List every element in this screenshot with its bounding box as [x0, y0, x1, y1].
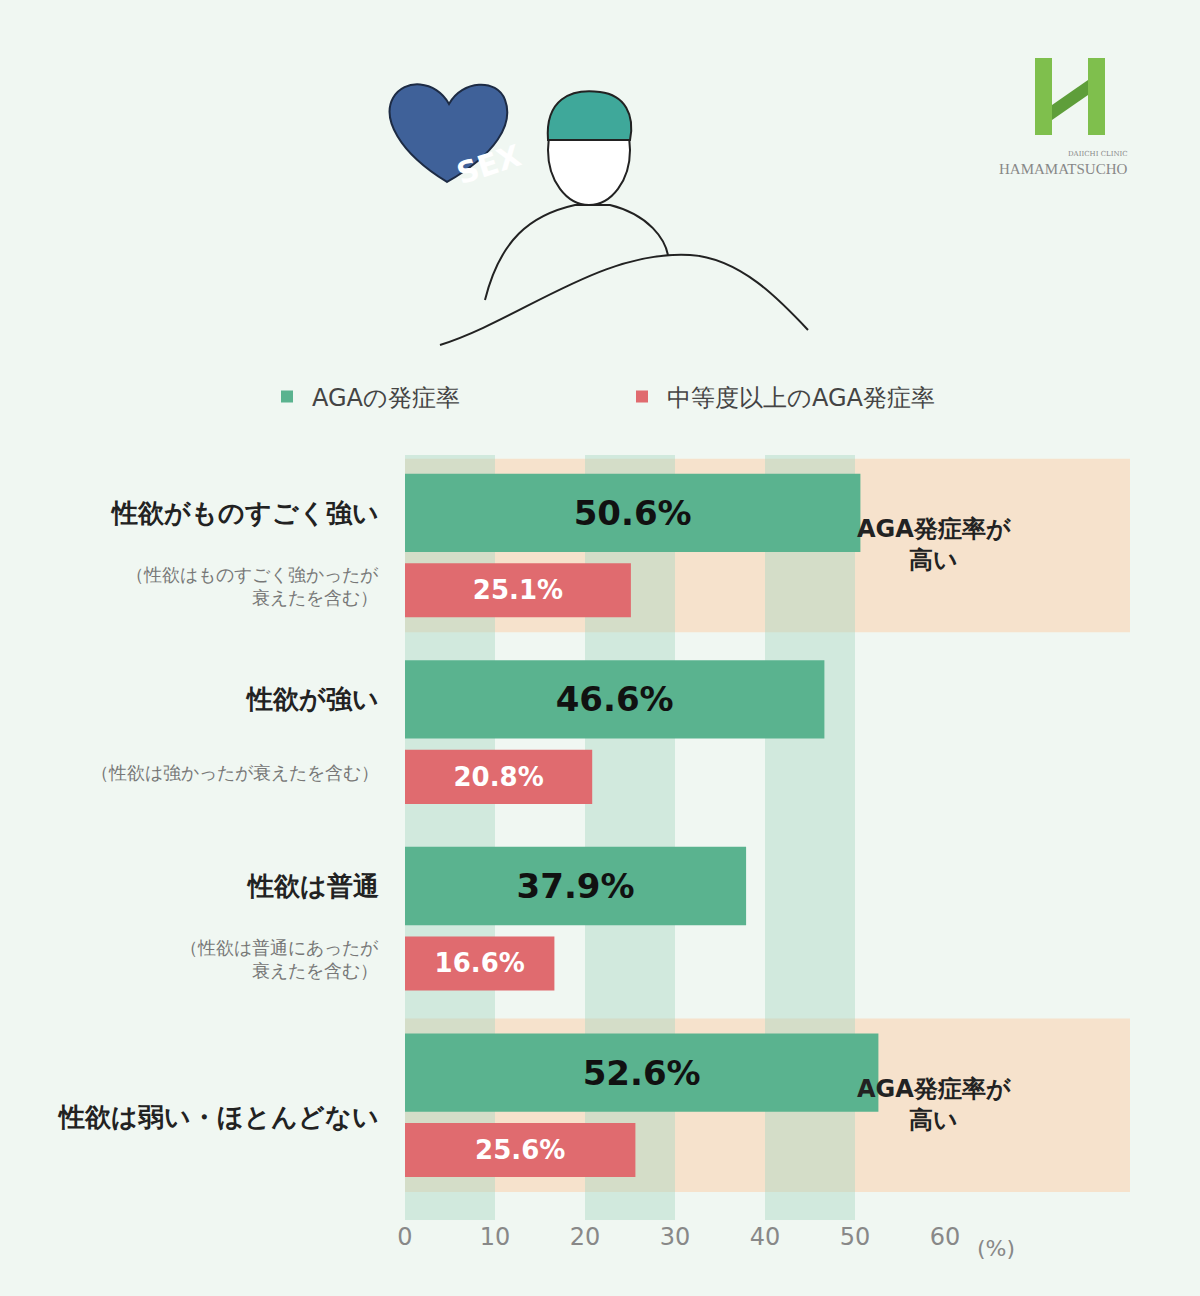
- svg-text:（性欲は普通にあったが衰えたを含む）: （性欲は普通にあったが衰えたを含む）: [180, 937, 379, 981]
- svg-text:性欲が強い: 性欲が強い: [245, 684, 379, 714]
- svg-text:DAIICHI CLINIC: DAIICHI CLINIC: [1068, 150, 1128, 158]
- svg-text:中等度以上のAGA発症率: 中等度以上のAGA発症率: [667, 384, 935, 412]
- svg-text:（性欲は強かったが衰えたを含む）: （性欲は強かったが衰えたを含む）: [91, 762, 379, 783]
- svg-text:性欲は普通: 性欲は普通: [246, 871, 379, 901]
- svg-text:50.6%: 50.6%: [574, 493, 692, 533]
- svg-text:52.6%: 52.6%: [583, 1053, 701, 1093]
- svg-text:HAMAMATSUCHO: HAMAMATSUCHO: [999, 161, 1128, 177]
- svg-text:SEX: SEX: [452, 138, 525, 191]
- svg-text:40: 40: [750, 1223, 781, 1251]
- svg-text:46.6%: 46.6%: [556, 679, 674, 719]
- svg-text:20: 20: [570, 1223, 601, 1251]
- svg-text:性欲は弱い・ほとんどない: 性欲は弱い・ほとんどない: [57, 1102, 379, 1132]
- svg-text:AGAの発症率: AGAの発症率: [312, 384, 460, 412]
- svg-text:AGA発症率が高い: AGA発症率が高い: [857, 515, 1011, 574]
- svg-text:AGA発症率が高い: AGA発症率が高い: [857, 1075, 1011, 1134]
- svg-text:0: 0: [397, 1223, 412, 1251]
- svg-text:60: 60: [930, 1223, 961, 1251]
- svg-text:25.6%: 25.6%: [475, 1135, 565, 1165]
- svg-text:16.6%: 16.6%: [435, 948, 525, 978]
- svg-text:50: 50: [840, 1223, 871, 1251]
- svg-text:37.9%: 37.9%: [517, 866, 635, 906]
- svg-text:25.1%: 25.1%: [473, 575, 563, 605]
- svg-text:20.8%: 20.8%: [453, 762, 543, 792]
- svg-text:(%): (%): [977, 1236, 1015, 1261]
- svg-text:30: 30: [660, 1223, 691, 1251]
- svg-text:性欲がものすごく強い: 性欲がものすごく強い: [110, 498, 379, 528]
- svg-text:10: 10: [480, 1223, 511, 1251]
- svg-text:（性欲はものすごく強かったが衰えたを含む）: （性欲はものすごく強かったが衰えたを含む）: [126, 564, 379, 608]
